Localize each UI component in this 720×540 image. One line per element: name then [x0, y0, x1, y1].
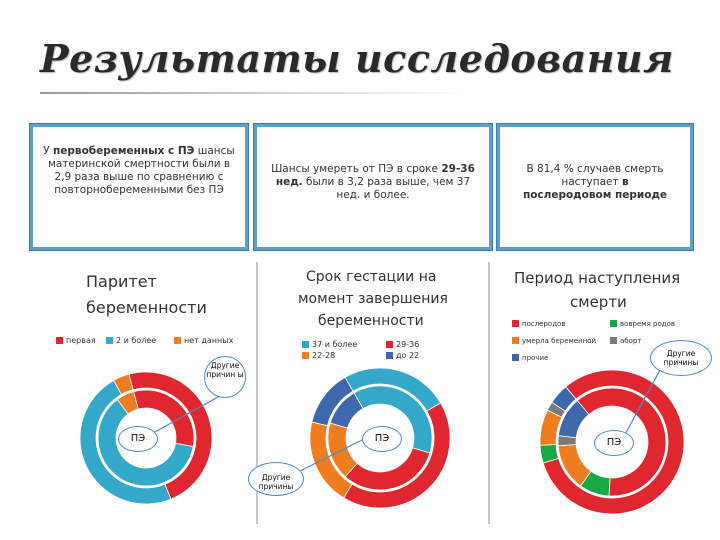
legend-item: аборт — [610, 337, 641, 345]
finding-text-pre: У — [43, 145, 54, 157]
legend-swatch — [56, 337, 63, 344]
callout-label: Другие причин ы — [206, 361, 244, 379]
legend-item: 37 и более — [302, 340, 357, 349]
legend-label: 2 и более — [116, 336, 157, 345]
title-underline — [40, 92, 470, 94]
legend-swatch — [106, 337, 113, 344]
finding-text-bold: в послеродовом периоде — [522, 176, 668, 201]
slide-title: Результаты исследования — [40, 36, 674, 81]
legend-label: вовремя родов — [620, 320, 675, 328]
callout-other-causes: Другие причин ы — [204, 356, 246, 398]
legend-swatch — [302, 341, 309, 348]
finding-text-bold: 29-36 нед. — [275, 163, 475, 188]
legend-item: первая — [56, 336, 96, 345]
finding-box-period: В 81,4 % случаев смерть наступает в посл… — [496, 123, 694, 251]
donut-slice-inner — [97, 398, 194, 487]
finding-text-post: шансы материнской смертности были в 2,9 … — [47, 145, 235, 196]
finding-box-gestation: Шансы умереть от ПЭ в сроке 29-36 нед. б… — [253, 123, 493, 251]
chart-title-line: Паритет — [86, 272, 157, 291]
legend-swatch — [386, 352, 393, 359]
donut-slice-inner — [329, 392, 364, 429]
finding-text-post: были в 3,2 раза выше, чем 37 нед. и боле… — [302, 176, 471, 201]
legend-item: 29-36 — [386, 340, 419, 349]
chart-title-line: смерти — [570, 293, 627, 311]
legend-item: прочие — [512, 354, 548, 362]
legend-swatch — [610, 320, 617, 327]
chart-title-line: момент завершения — [298, 291, 448, 307]
donut-slice-inner — [116, 391, 139, 415]
callout-other-causes: Другие причины — [248, 462, 304, 496]
legend-label: первая — [66, 336, 96, 345]
center-label-pe: ПЭ — [594, 430, 634, 456]
legend-label: аборт — [620, 337, 642, 345]
finding-text-pre: В 81,4 % случаев смерть наступает — [526, 163, 664, 188]
callout-label: Другие причины — [258, 473, 294, 491]
finding-text-pre: Шансы умереть от ПЭ в сроке — [271, 163, 442, 175]
legend-label: до 22 — [396, 351, 420, 360]
legend-label: 37 и более — [312, 340, 358, 349]
finding-box-parity: У первобеременных с ПЭ шансы материнской… — [29, 123, 249, 251]
legend-item: послеродов — [512, 320, 565, 328]
legend-item: 22-28 — [302, 351, 335, 360]
legend-swatch — [512, 354, 519, 361]
donut-slice-outer — [113, 373, 134, 395]
chart-title-line: Срок гестации на — [306, 269, 437, 285]
legend-label: прочие — [522, 354, 549, 362]
legend-item: нет данных — [174, 336, 233, 345]
callout-other-causes: Другие причины — [650, 340, 712, 376]
center-label-text: ПЭ — [374, 433, 390, 444]
chart-title-line: Период наступления — [514, 269, 681, 287]
chart-title-line: беременности — [86, 298, 207, 317]
legend-swatch — [174, 337, 181, 344]
legend-item: вовремя родов — [610, 320, 675, 328]
legend-swatch — [386, 341, 393, 348]
legend-label: 29-36 — [396, 340, 420, 349]
center-label-pe: ПЭ — [362, 426, 402, 452]
donut-slice-outer — [311, 376, 354, 427]
chart-title-line: беременности — [318, 313, 424, 329]
finding-text-bold: первобеременных с ПЭ — [53, 145, 195, 157]
legend-label: послеродов — [522, 320, 566, 328]
legend-swatch — [610, 337, 617, 344]
legend-item: 2 и более — [106, 336, 156, 345]
donut-slice-outer — [551, 386, 577, 412]
center-label-pe: ПЭ — [118, 426, 158, 452]
donut-slice-inner — [557, 400, 590, 439]
center-label-text: ПЭ — [130, 433, 146, 444]
legend-label: нет данных — [184, 336, 234, 345]
legend-item: умерла беременной — [512, 337, 596, 345]
legend-label: умерла беременной — [522, 337, 597, 345]
callout-label: Другие причины — [663, 349, 699, 367]
center-label-text: ПЭ — [606, 437, 622, 448]
legend-swatch — [512, 337, 519, 344]
legend-swatch — [302, 352, 309, 359]
legend-label: 22-28 — [312, 351, 336, 360]
legend-item: до 22 — [386, 351, 419, 360]
legend-swatch — [512, 320, 519, 327]
